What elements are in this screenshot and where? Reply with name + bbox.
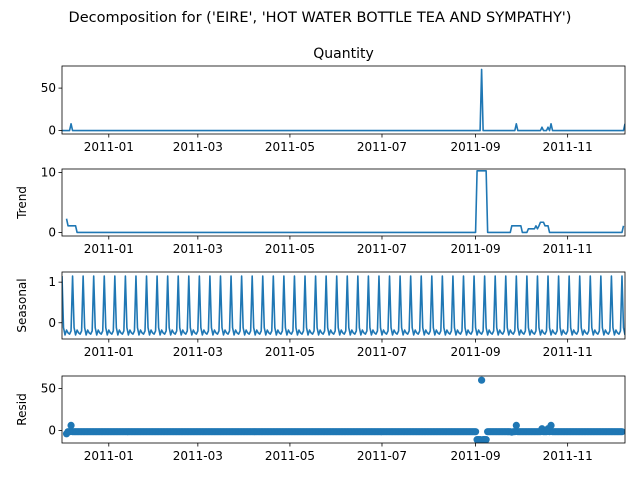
x-tick-label: 2011-01: [84, 242, 134, 256]
x-tick-label: 2011-07: [357, 449, 407, 463]
y-tick-label: 1: [48, 275, 56, 289]
y-axis-label: Seasonal: [15, 278, 29, 332]
panel-4: 0 50 2011-01 2011-03 2011-05 2011-07 2011-09 20…: [15, 375, 626, 463]
x-tick-label: 2011-01: [84, 449, 134, 463]
resid-point: [471, 428, 480, 436]
x-tick-label: 2011-11: [543, 449, 593, 463]
y-tick-label: 10: [41, 166, 56, 180]
series-group: [62, 68, 625, 132]
x-tick-label: 2011-09: [451, 345, 501, 359]
resid-point: [512, 421, 520, 430]
panel-1: 0 50 2011-01 2011-03 2011-05 2011-07 2011-09 20…: [41, 46, 626, 154]
y-tick-label: 50: [41, 81, 56, 95]
y-axis-label: Resid: [15, 393, 29, 425]
y-tick-label: 50: [41, 382, 56, 396]
panel-title: Quantity: [313, 46, 374, 62]
series-group: [62, 376, 625, 443]
x-tick-label: 2011-09: [451, 242, 501, 256]
axes-frame: [61, 271, 626, 340]
x-tick-label: 2011-05: [265, 345, 315, 359]
x-tick-label: 2011-03: [173, 140, 223, 154]
resid-point: [478, 376, 486, 384]
y-tick-label: 0: [48, 225, 56, 239]
y-axis-label: Trend: [15, 186, 29, 220]
x-tick-label: 2011-03: [173, 345, 223, 359]
x-tick-label: 2011-03: [173, 449, 223, 463]
y-tick-label: 0: [48, 316, 56, 330]
axes-frame: [61, 375, 626, 444]
x-tick-label: 2011-11: [543, 140, 593, 154]
panel-3: 0 1 2011-01 2011-03 2011-05 2011-07 2011-09 201…: [15, 271, 626, 359]
y-tick-label: 0: [48, 124, 56, 138]
x-tick-label: 2011-01: [84, 140, 134, 154]
x-tick-label: 2011-09: [451, 140, 501, 154]
x-tick-label: 2011-01: [84, 345, 134, 359]
series-line: [62, 275, 625, 336]
series-line: [65, 169, 625, 234]
x-tick-label: 2011-05: [265, 242, 315, 256]
x-tick-label: 2011-05: [265, 140, 315, 154]
series-group: [62, 275, 625, 336]
series-group: [65, 169, 625, 234]
resid-point: [547, 421, 555, 430]
series-line: [62, 68, 625, 132]
resid-point: [67, 421, 75, 430]
x-tick-label: 2011-09: [451, 449, 501, 463]
x-tick-label: 2011-03: [173, 242, 223, 256]
resid-point: [618, 428, 625, 436]
figure-title: Decomposition for ('EIRE', 'HOT WATER BO…: [69, 10, 572, 26]
x-tick-label: 2011-05: [265, 449, 315, 463]
x-tick-label: 2011-11: [543, 242, 593, 256]
axes-frame: [61, 168, 626, 237]
resid-point: [482, 436, 490, 443]
x-tick-label: 2011-07: [357, 242, 407, 256]
panel-2: 0 10 2011-01 2011-03 2011-05 2011-07 2011-09 20…: [15, 166, 626, 256]
y-tick-label: 0: [48, 423, 56, 437]
axes-frame: [61, 65, 626, 135]
x-tick-label: 2011-07: [357, 345, 407, 359]
x-tick-label: 2011-11: [543, 345, 593, 359]
x-tick-label: 2011-07: [357, 140, 407, 154]
